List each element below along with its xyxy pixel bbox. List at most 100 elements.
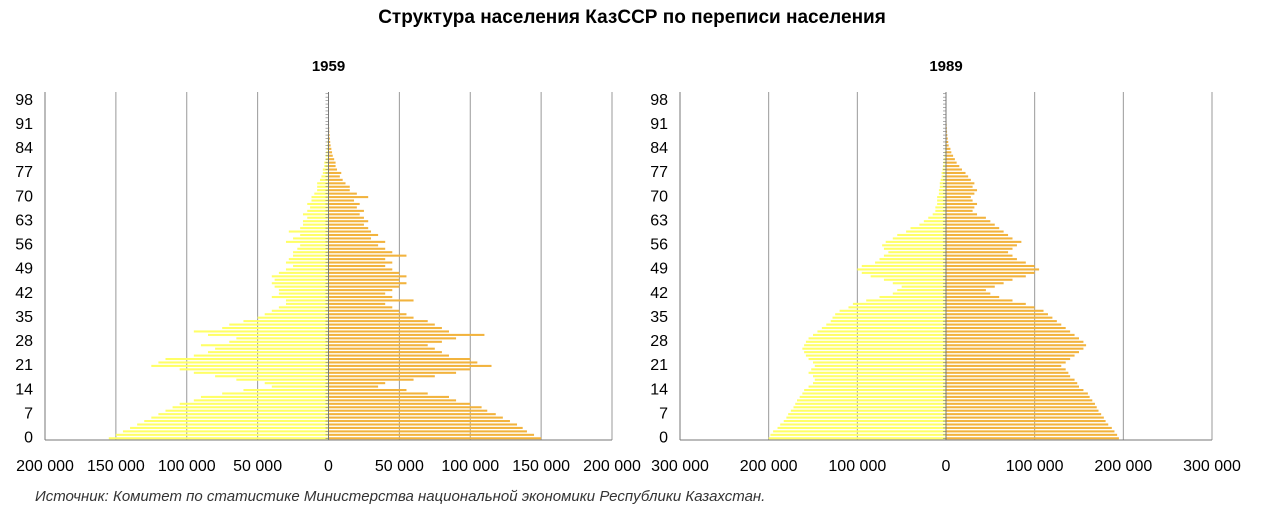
bar — [328, 206, 357, 209]
bar — [946, 426, 1112, 429]
bar — [302, 213, 329, 216]
y-tick-label: 14 — [650, 381, 668, 398]
bar — [328, 399, 457, 402]
bar — [946, 220, 991, 223]
bar — [328, 375, 435, 378]
bar — [328, 227, 369, 230]
bar — [946, 151, 952, 154]
x-tick-label: 100 000 — [158, 458, 216, 475]
bar — [882, 244, 946, 247]
bar — [328, 333, 485, 336]
x-tick-label: 300 000 — [1183, 458, 1241, 475]
bar — [892, 237, 946, 240]
bar — [946, 413, 1102, 416]
bar — [328, 233, 379, 237]
bar — [321, 175, 329, 178]
bar — [946, 292, 991, 295]
bar — [307, 209, 329, 212]
bar — [946, 306, 1035, 309]
bar — [788, 413, 946, 416]
bar — [328, 161, 336, 164]
bar — [802, 392, 946, 395]
bar — [919, 223, 946, 226]
bar — [274, 278, 329, 281]
bar — [946, 230, 1004, 233]
bar — [937, 202, 946, 206]
bar — [328, 147, 332, 150]
bar — [946, 154, 954, 157]
bar — [946, 344, 1087, 347]
bar — [793, 406, 946, 409]
bar — [946, 406, 1097, 409]
bar — [328, 154, 333, 157]
bar — [300, 227, 329, 230]
bar — [897, 289, 946, 292]
bar — [328, 264, 386, 268]
bar — [946, 275, 1026, 278]
x-tick-label: 150 000 — [87, 458, 145, 475]
bar — [328, 175, 340, 178]
bar — [328, 196, 369, 199]
x-tick-label: 100 000 — [1006, 458, 1064, 475]
bar — [328, 137, 330, 140]
bar — [328, 185, 350, 188]
bar — [883, 278, 946, 281]
bar — [200, 395, 329, 398]
y-tick-label: 0 — [659, 429, 668, 446]
bar — [285, 261, 329, 264]
bar — [264, 382, 329, 385]
bar — [328, 209, 364, 212]
bar — [946, 282, 1004, 285]
bar — [222, 326, 329, 330]
bar — [328, 309, 400, 312]
bar — [328, 237, 372, 240]
bar — [278, 271, 329, 274]
y-tick-label: 91 — [650, 116, 668, 133]
bar — [946, 223, 995, 226]
bar — [328, 364, 492, 367]
bar — [923, 220, 946, 223]
y-tick-label: 21 — [15, 357, 33, 374]
bar — [328, 306, 393, 309]
bar — [946, 326, 1066, 330]
bar — [946, 227, 1000, 230]
bar — [328, 178, 343, 181]
bar — [946, 395, 1090, 398]
bar — [328, 378, 414, 381]
bar — [328, 344, 428, 347]
bar — [946, 330, 1071, 333]
bar — [935, 209, 946, 212]
bar — [885, 240, 946, 243]
bar — [300, 233, 329, 237]
bar — [137, 423, 329, 426]
y-tick-label: 63 — [15, 212, 33, 229]
bar — [799, 395, 946, 398]
bar — [285, 240, 329, 243]
bar — [328, 278, 400, 281]
bar — [328, 368, 471, 371]
bar — [243, 320, 329, 323]
x-tick-label: 150 000 — [512, 458, 570, 475]
bar — [808, 371, 946, 374]
bar — [115, 433, 329, 436]
bar — [285, 302, 329, 305]
bar — [946, 213, 978, 216]
bar — [328, 302, 386, 305]
bar — [328, 240, 386, 243]
bar — [946, 137, 948, 140]
bar — [179, 402, 329, 405]
x-tick-label: 100 000 — [828, 458, 886, 475]
bar — [297, 247, 329, 250]
bar — [328, 258, 386, 261]
bar — [946, 264, 1035, 268]
bar — [832, 316, 946, 319]
bar — [208, 351, 329, 354]
x-tick-label: 0 — [324, 458, 333, 475]
bar — [179, 368, 329, 371]
bar — [328, 340, 442, 343]
bar — [271, 275, 329, 278]
bar — [848, 306, 946, 309]
bar — [946, 382, 1078, 385]
bar — [946, 278, 1013, 281]
y-tick-label: 98 — [650, 92, 668, 109]
